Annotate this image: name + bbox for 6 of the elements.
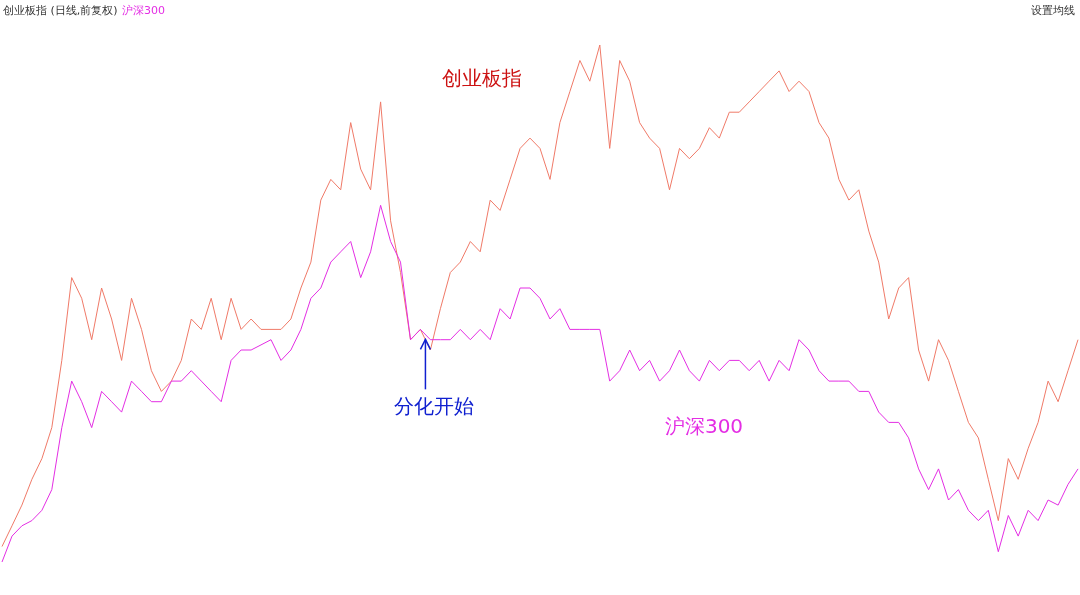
series-label: 沪深300 (664, 414, 744, 438)
annotation: 分化开始 (394, 394, 475, 419)
text: 设置均线 (1031, 4, 1075, 17)
chart-title: 创业板指 (日线,前复权) (3, 4, 118, 17)
chart-subtitle: 沪深300 (122, 4, 165, 17)
text: 创业板指 (442, 66, 522, 90)
